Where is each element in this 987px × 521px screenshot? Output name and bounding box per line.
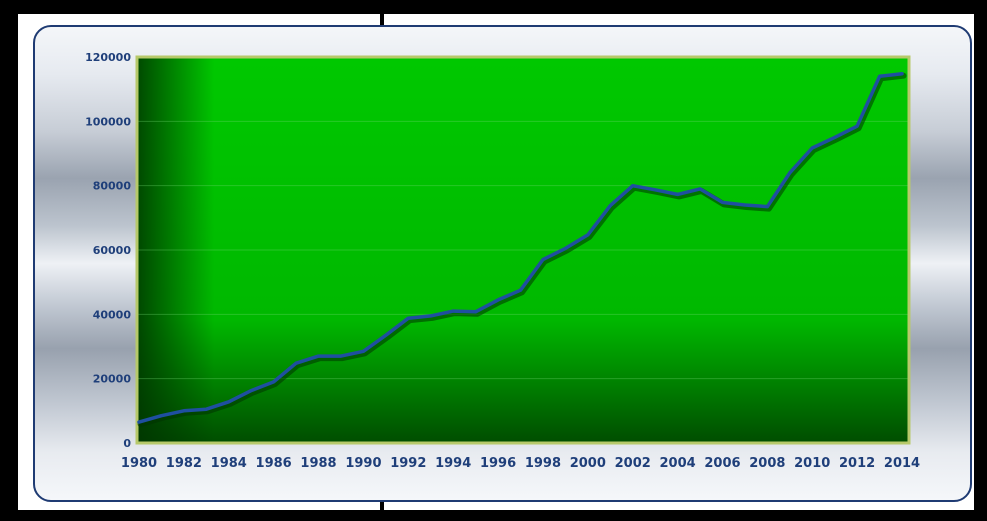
- data-point: [294, 362, 298, 365]
- slide-background-strip: [18, 14, 380, 18]
- data-point: [452, 309, 455, 313]
- data-point: [878, 75, 881, 78]
- data-point: [721, 201, 724, 204]
- y-tick-label: 40000: [93, 308, 132, 321]
- x-tick-label: 2008: [749, 456, 785, 471]
- data-point: [586, 233, 589, 237]
- y-tick-label: 0: [123, 437, 131, 450]
- data-point: [339, 354, 343, 358]
- data-point: [205, 408, 208, 411]
- y-tick-label: 20000: [93, 373, 132, 386]
- data-point: [250, 389, 253, 392]
- data-point: [496, 298, 500, 302]
- x-tick-label: 1990: [345, 456, 381, 471]
- data-point: [766, 205, 769, 208]
- data-point: [743, 203, 747, 207]
- plot-area-border: [135, 55, 911, 445]
- data-point: [676, 193, 679, 196]
- data-point: [474, 310, 477, 313]
- data-point: [272, 380, 275, 384]
- x-tick-label: 1982: [166, 456, 202, 471]
- data-point: [160, 414, 163, 417]
- x-tick-label: 1986: [256, 456, 292, 471]
- data-point: [609, 204, 612, 207]
- x-tick-label: 2004: [659, 456, 695, 471]
- data-point: [227, 400, 230, 403]
- data-point: [137, 420, 141, 424]
- data-point: [788, 171, 791, 174]
- x-tick-label: 2014: [884, 456, 920, 471]
- data-point: [900, 72, 904, 75]
- data-point: [631, 184, 634, 187]
- data-point: [811, 146, 814, 150]
- data-point: [362, 350, 365, 353]
- data-point: [855, 125, 859, 128]
- y-axis-tick-labels: 0 20000 40000 60000 80000 100000 120000: [85, 51, 131, 450]
- y-tick-label: 80000: [93, 180, 132, 193]
- data-point: [429, 314, 432, 318]
- y-tick-label: 60000: [93, 244, 132, 257]
- x-axis-tick-labels: 1980 1982 1984 1986 1988 1990 1992 1994 1996 1998…: [121, 456, 920, 471]
- plot-area: [137, 57, 909, 443]
- plot-area-shade: [137, 57, 909, 443]
- x-tick-label: 1998: [525, 456, 561, 471]
- data-point: [698, 187, 702, 191]
- data-point: [182, 409, 186, 412]
- x-tick-label: 1984: [211, 456, 247, 471]
- series-layer: [137, 71, 907, 428]
- data-point: [407, 317, 410, 320]
- x-tick-label: 2002: [615, 456, 651, 471]
- data-point: [541, 258, 545, 261]
- y-tick-label: 120000: [85, 51, 131, 64]
- x-tick-label: 1994: [435, 456, 471, 471]
- x-tick-label: 1980: [121, 456, 157, 471]
- x-tick-label: 2000: [570, 456, 606, 471]
- x-tick-label: 1992: [390, 456, 426, 471]
- data-point: [653, 188, 657, 191]
- data-point: [317, 354, 320, 358]
- y-tick-label: 100000: [85, 115, 131, 128]
- data-point: [519, 289, 522, 292]
- data-point: [384, 334, 388, 337]
- data-point: [833, 136, 836, 139]
- x-tick-label: 2010: [794, 456, 830, 471]
- series-line-shadow: [137, 72, 907, 428]
- x-tick-label: 1996: [480, 456, 516, 471]
- x-tick-label: 1988: [300, 456, 336, 471]
- x-tick-label: 2006: [704, 456, 740, 471]
- x-tick-label: 2012: [839, 456, 875, 471]
- data-point: [564, 247, 567, 250]
